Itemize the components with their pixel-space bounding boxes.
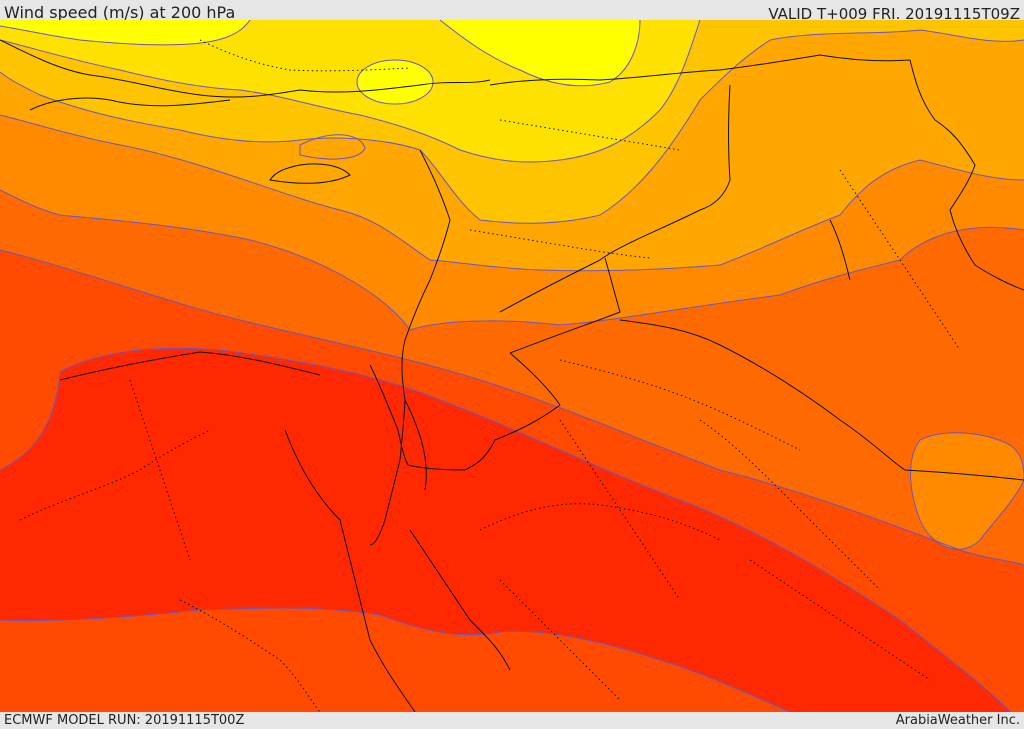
band-1 [440, 20, 640, 86]
map-title: Wind speed (m/s) at 200 hPa [4, 3, 236, 22]
footer-bar: ECMWF MODEL RUN: 20191115T00Z ArabiaWeat… [0, 712, 1024, 729]
header-bar: Wind speed (m/s) at 200 hPa VALID T+009 … [0, 0, 1024, 23]
coastlines [0, 39, 851, 712]
band-8 [0, 348, 1010, 712]
borders [369, 54, 1024, 481]
province-borders [19, 39, 961, 712]
valid-time: VALID T+009 FRI. 20191115T09Z [768, 5, 1020, 23]
model-run-label: ECMWF MODEL RUN: 20191115T00Z [4, 713, 245, 728]
wind-speed-map[interactable] [0, 20, 1024, 712]
credit-label: ArabiaWeather Inc. [895, 713, 1020, 728]
band-1c [357, 60, 433, 104]
contour-lines [0, 20, 1024, 712]
map-canvas [0, 20, 1024, 712]
band-1b [0, 20, 250, 45]
